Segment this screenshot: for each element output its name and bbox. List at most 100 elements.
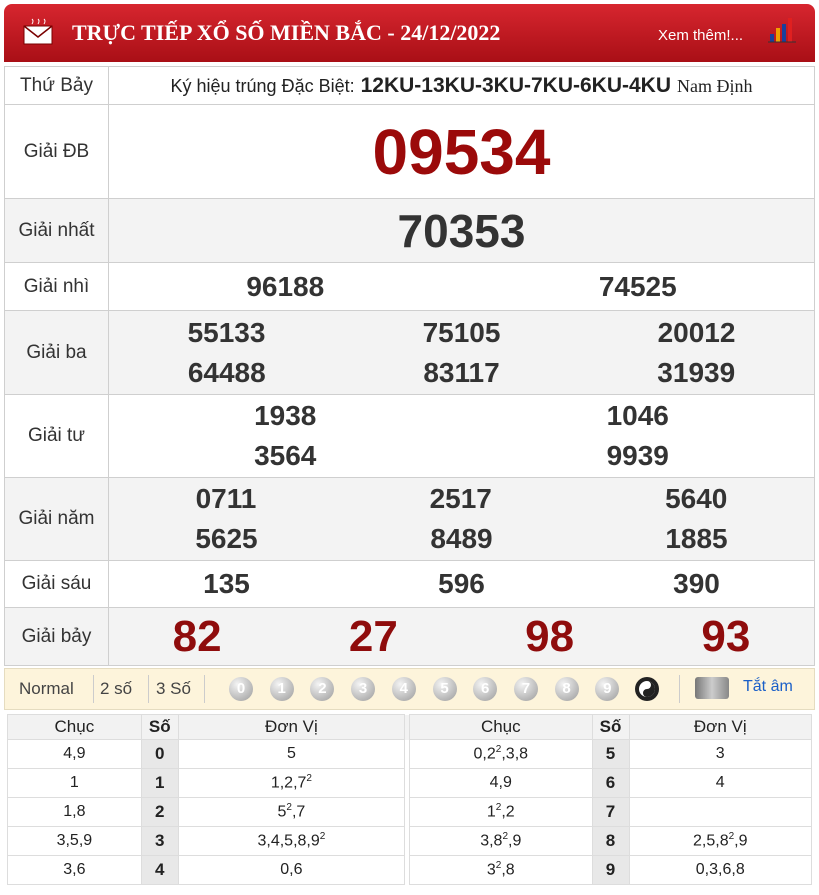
prize-number: 390 — [673, 568, 720, 599]
prize-number: 96188 — [246, 270, 325, 302]
loto-text: 0 — [155, 744, 165, 763]
loto-digit: 7 — [591, 797, 630, 827]
loto-text: 0,6 — [280, 861, 303, 878]
digit-ball[interactable]: 7 — [513, 677, 538, 701]
gap — [404, 739, 410, 769]
loto-text: 3 — [155, 831, 165, 850]
prize-number: 64488 — [187, 356, 266, 388]
number-line: 1938 1046 — [109, 396, 814, 436]
gap — [404, 826, 410, 856]
prize-numbers: 1938 1046 3564 9939 — [108, 394, 815, 478]
mode-button[interactable]: 3 Số — [156, 679, 191, 698]
prize-row: Giải ĐB 09534 — [4, 104, 815, 199]
number-line: 55133 75105 20012 — [109, 313, 814, 353]
prize-numbers: 96188 74525 — [108, 262, 815, 311]
loto-power: 2 — [495, 860, 502, 872]
prize-row: Giải sáu 135 596 390 — [4, 560, 815, 608]
number-line: 70353 — [109, 203, 814, 259]
loto-digit: 1 — [140, 768, 179, 798]
loto-header-cell: Đơn Vị — [177, 714, 406, 740]
digit-ball[interactable]: 6 — [473, 677, 498, 701]
loto-text: 5 — [277, 803, 287, 821]
loto-text: 5 — [286, 745, 296, 762]
loto-text: 4 — [715, 774, 725, 791]
loto-digit: 0 — [140, 739, 179, 769]
prize-number: 31939 — [657, 356, 736, 388]
loto-cell: 1,2,72 — [177, 768, 406, 798]
separator — [148, 675, 149, 703]
prize-table: Thứ Bảy Ký hiệu trúng Đặc Biệt: 12KU-13KU-… — [4, 66, 815, 666]
separator — [204, 675, 205, 703]
loto-cell: 52,7 — [177, 797, 406, 827]
loto-cell: 5 — [177, 739, 406, 769]
prize-row: Giải nhì 96188 74525 — [4, 262, 815, 311]
mode-button[interactable]: Normal — [19, 679, 74, 698]
info-row: Thứ Bảy Ký hiệu trúng Đặc Biệt: 12KU-13KU-… — [4, 66, 815, 105]
loto-cell: 0,6 — [177, 855, 406, 885]
prize-label: Giải sáu — [4, 560, 109, 608]
prize-number: 55133 — [187, 316, 266, 348]
loto-cell: 4,9 — [7, 739, 142, 769]
loto-cell: 0,22,3,8 — [409, 739, 593, 769]
code-label: Ký hiệu trúng Đặc Biệt: — [170, 75, 355, 96]
loto-text: 3,4,5,8,9 — [257, 832, 320, 850]
prize-number: 70353 — [397, 204, 526, 257]
digit-ball[interactable]: 0 — [229, 677, 253, 701]
digit-ball[interactable]: 1 — [269, 677, 294, 701]
loto-row: 3,6 4 0,6 32,8 9 0,3,6,8 — [7, 855, 813, 885]
mode-button[interactable]: 2 số — [100, 679, 133, 698]
loto-power: 2 — [495, 744, 502, 756]
loto-digit: 5 — [591, 739, 630, 769]
prize-row: Giải ba 55133 75105 20012 64488 83117 31939 — [4, 310, 815, 395]
yin-yang-button[interactable] — [635, 677, 659, 701]
prize-number: 5640 — [665, 483, 728, 514]
loto-text: 4,9 — [489, 774, 512, 791]
prize-number: 3564 — [254, 440, 317, 471]
loto-power: 2 — [319, 831, 326, 843]
number-line: 09534 — [109, 112, 814, 192]
prize-number: 98 — [525, 611, 575, 661]
loto-text: 4 — [155, 860, 165, 879]
loto-text: 2,5,8 — [693, 832, 729, 850]
prize-number: 75105 — [422, 316, 501, 348]
number-line: 5625 8489 1885 — [109, 519, 814, 559]
loto-cell: 0,3,6,8 — [628, 855, 813, 885]
separator — [93, 675, 94, 703]
number-line: 64488 83117 31939 — [109, 353, 814, 393]
loto-digit: 2 — [140, 797, 179, 827]
header: TRỰC TIẾP XỔ SỐ MIỀN BẮC - 24/12/2022 Xe… — [4, 4, 815, 62]
gap — [404, 797, 410, 827]
digit-ball[interactable]: 9 — [595, 677, 620, 701]
prize-number: 09534 — [372, 115, 551, 188]
digit-ball[interactable]: 8 — [554, 677, 579, 701]
more-link[interactable]: Xem thêm!... — [658, 27, 744, 44]
yin-yang — [639, 681, 655, 697]
loto-text: 3 — [486, 861, 496, 879]
loto-power: 2 — [286, 802, 292, 814]
prize-row: Giải nhất 70353 — [4, 198, 815, 263]
prize-number: 1046 — [606, 400, 669, 431]
loto-cell: 1 — [7, 768, 142, 798]
mute-button[interactable]: Tắt âm — [743, 678, 793, 695]
prize-number: 2517 — [429, 483, 492, 514]
special-code: 12KU-13KU-3KU-7KU-6KU-4KU — [360, 73, 671, 97]
digit-ball[interactable]: 5 — [432, 677, 457, 701]
loto-row: 3,5,9 3 3,4,5,8,92 3,82,9 8 2,5,82,9 — [7, 826, 813, 856]
prize-number: 135 — [203, 568, 250, 599]
loto-text: 1,8 — [63, 803, 86, 820]
prize-number: 83117 — [423, 356, 500, 388]
loto-header: Chục Số Đơn Vị Chục Số Đơn Vị — [7, 714, 813, 740]
digit-ball[interactable]: 3 — [351, 677, 376, 701]
prize-row: Giải tư 1938 1046 3564 9939 — [4, 394, 815, 478]
prize-number: 1938 — [254, 400, 317, 431]
loto-text: 0,3,6,8 — [695, 861, 745, 878]
header-title: TRỰC TIẾP XỔ SỐ MIỀN BẮC - 24/12/2022 — [72, 20, 501, 45]
loto-text: 3,6 — [63, 861, 86, 878]
prize-label: Giải ĐB — [4, 104, 109, 199]
digit-ball[interactable]: 4 — [391, 677, 416, 701]
chart-icon — [768, 18, 796, 43]
digit-ball[interactable]: 2 — [310, 677, 335, 701]
loto-header-cell: Chục — [7, 714, 142, 740]
prize-numbers: 0711 2517 5640 5625 8489 1885 — [108, 477, 815, 561]
loto-power: 2 — [495, 802, 502, 814]
